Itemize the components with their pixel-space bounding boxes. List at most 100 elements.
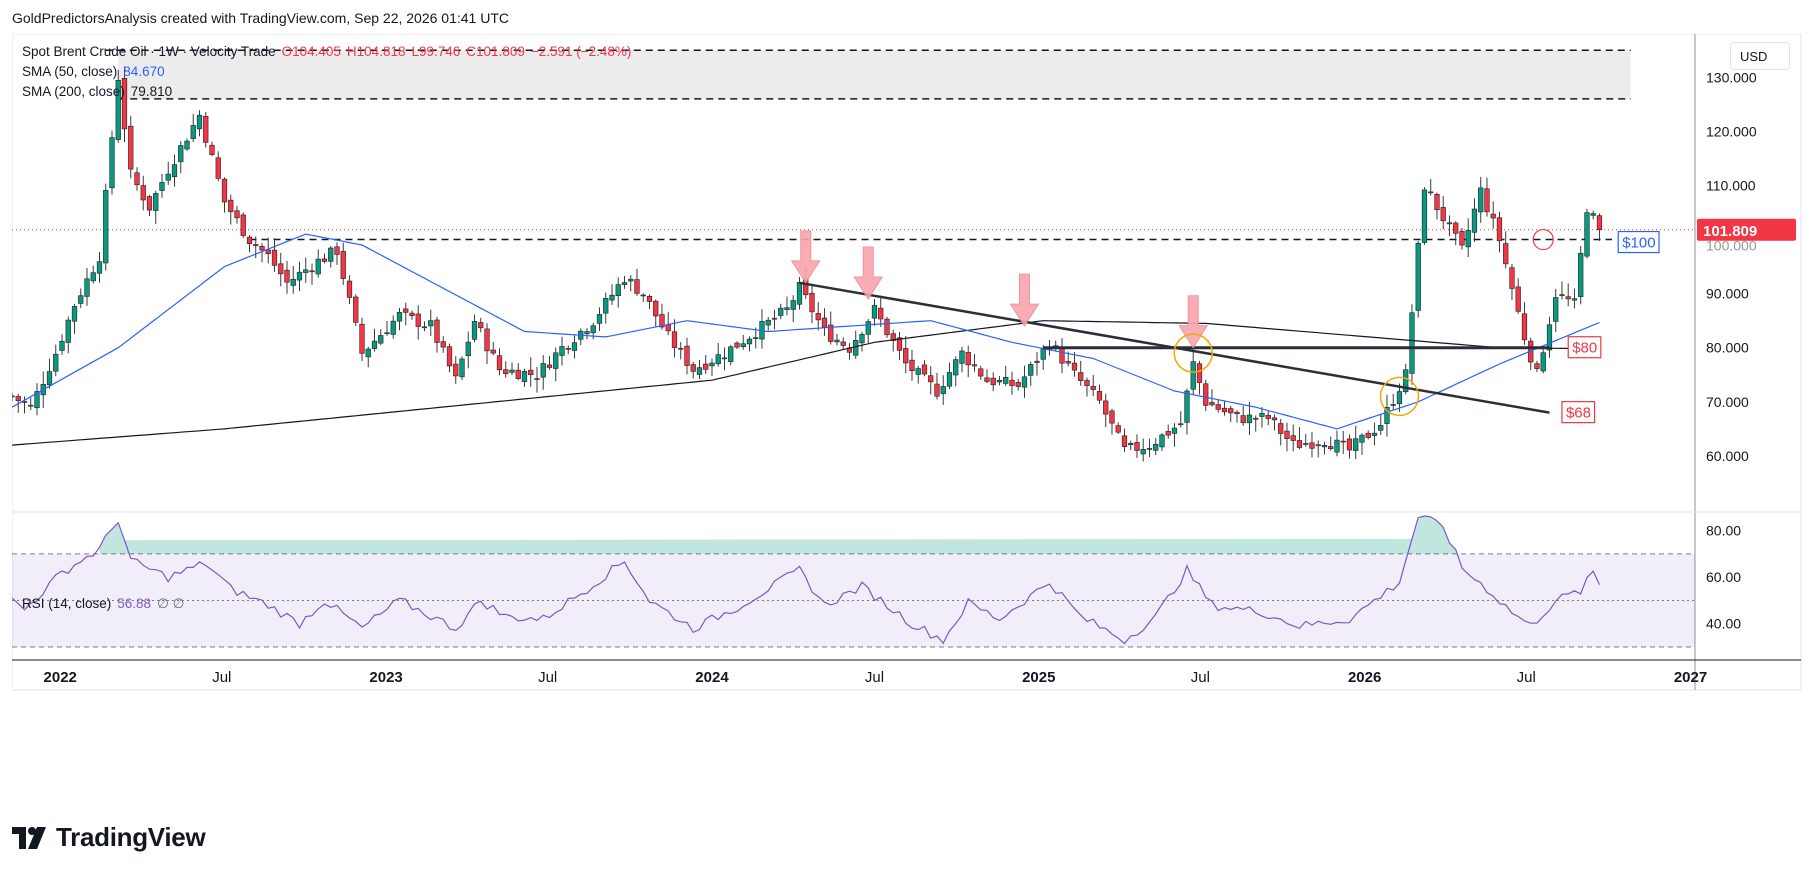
candle[interactable] [90, 272, 96, 282]
candle[interactable] [1121, 435, 1128, 448]
candle[interactable] [484, 328, 490, 352]
candle[interactable] [96, 261, 103, 274]
candle[interactable] [1134, 442, 1140, 451]
legend-symbol[interactable]: Spot Brent Crude Oil · 1W · Velocity Tra… [22, 44, 276, 59]
candle[interactable] [634, 279, 640, 294]
candle[interactable] [696, 367, 703, 375]
candle[interactable] [1234, 411, 1240, 415]
candle[interactable] [1071, 362, 1078, 371]
candle[interactable] [703, 363, 709, 370]
candle[interactable] [971, 364, 978, 367]
candle[interactable] [553, 352, 559, 369]
candle[interactable] [71, 306, 78, 322]
candle[interactable] [1184, 390, 1190, 423]
candle[interactable] [646, 296, 653, 302]
candle[interactable] [965, 352, 971, 366]
candle[interactable] [1553, 297, 1559, 322]
candle[interactable] [384, 332, 390, 335]
candle[interactable] [871, 305, 878, 319]
candle[interactable] [490, 349, 496, 354]
candle[interactable] [534, 378, 540, 380]
candle[interactable] [1278, 423, 1284, 434]
candle[interactable] [178, 145, 184, 163]
candle[interactable] [603, 298, 609, 314]
candle[interactable] [590, 325, 596, 334]
candle[interactable] [1021, 376, 1028, 388]
candle[interactable] [471, 321, 478, 340]
candle[interactable] [459, 358, 465, 378]
rsi-line[interactable] [12, 515, 1601, 645]
candle[interactable] [1190, 361, 1196, 390]
candle[interactable] [165, 173, 171, 181]
candle[interactable] [1196, 363, 1203, 383]
candle[interactable] [103, 190, 109, 264]
candle[interactable] [1115, 425, 1121, 433]
candle[interactable] [12, 395, 15, 398]
candle[interactable] [1484, 188, 1490, 213]
candle[interactable] [1334, 439, 1340, 453]
candle[interactable] [78, 295, 84, 304]
candle[interactable] [234, 210, 240, 219]
candle[interactable] [659, 314, 665, 328]
candle[interactable] [184, 140, 190, 150]
candle[interactable] [465, 341, 471, 357]
candle[interactable] [340, 251, 346, 279]
candle[interactable] [446, 346, 453, 367]
candle[interactable] [353, 296, 359, 323]
candle[interactable] [540, 363, 546, 378]
candle[interactable] [765, 319, 771, 326]
candle[interactable] [1265, 414, 1271, 419]
candle[interactable] [515, 369, 521, 379]
candle[interactable] [109, 137, 115, 189]
candle[interactable] [171, 164, 178, 178]
candle[interactable] [478, 322, 484, 329]
candle[interactable] [1521, 313, 1528, 341]
candle[interactable] [434, 319, 440, 343]
candle[interactable] [346, 280, 353, 298]
candle[interactable] [1084, 380, 1090, 386]
candle[interactable] [959, 350, 965, 364]
candle[interactable] [671, 331, 678, 348]
candle[interactable] [584, 331, 590, 335]
candle[interactable] [1284, 430, 1290, 439]
candle[interactable] [1253, 417, 1259, 420]
candle[interactable] [1215, 404, 1221, 410]
candle[interactable] [546, 364, 553, 368]
candle[interactable] [1103, 400, 1109, 415]
candle[interactable] [840, 341, 846, 346]
candle[interactable] [746, 338, 753, 345]
candle[interactable] [1365, 432, 1371, 438]
candle[interactable] [909, 359, 915, 372]
candle[interactable] [46, 371, 53, 386]
candle[interactable] [140, 185, 146, 201]
candle[interactable] [1171, 427, 1178, 434]
candle[interactable] [1003, 376, 1009, 384]
candlestick-chart[interactable]: $100 $80 $68 60.000 70.000 80.000 90.000 110.00… [12, 34, 1802, 802]
candle[interactable] [371, 340, 378, 349]
candle[interactable] [678, 347, 684, 350]
candle[interactable] [65, 319, 71, 343]
label-100-box[interactable] [1617, 230, 1660, 254]
candle[interactable] [715, 354, 721, 365]
highlight-circle[interactable] [1379, 376, 1420, 417]
candle[interactable] [1571, 298, 1578, 301]
candle[interactable] [1309, 442, 1315, 449]
candle[interactable] [1596, 215, 1603, 231]
candle[interactable] [596, 314, 603, 324]
candle[interactable] [1359, 434, 1365, 443]
candle[interactable] [734, 342, 740, 348]
candle[interactable] [1415, 242, 1421, 311]
candle[interactable] [953, 359, 959, 376]
candle[interactable] [28, 404, 34, 407]
candle[interactable] [1178, 423, 1184, 426]
candle[interactable] [1453, 222, 1459, 234]
candle[interactable] [771, 317, 778, 320]
candle[interactable] [1096, 391, 1103, 401]
candle[interactable] [1246, 414, 1253, 424]
candle[interactable] [1228, 408, 1234, 414]
candle[interactable] [928, 375, 934, 383]
candle[interactable] [190, 125, 196, 139]
candle[interactable] [1109, 410, 1115, 424]
candle[interactable] [640, 294, 646, 297]
candle[interactable] [1353, 438, 1359, 451]
